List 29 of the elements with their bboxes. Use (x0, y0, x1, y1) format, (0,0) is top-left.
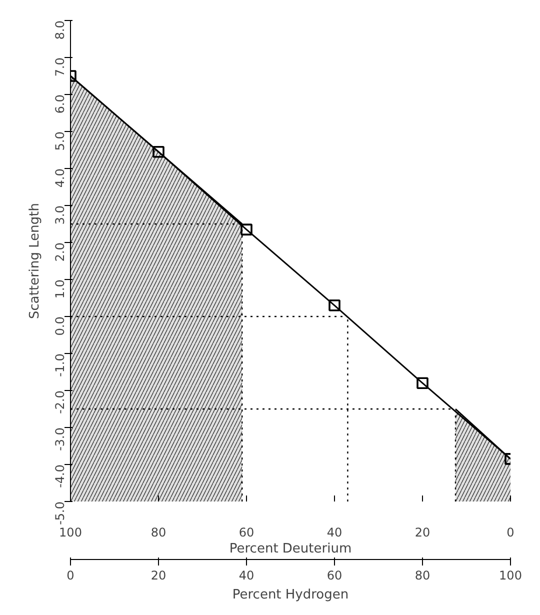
x2-tick-label: 60 (238, 526, 254, 540)
y-tick-label: -3.0 (53, 427, 67, 451)
x-tick-label: 0 (66, 568, 74, 582)
y-tick-label: 4.0 (53, 168, 67, 188)
y-tick-label: 2.0 (53, 242, 67, 262)
x2-tick-label: 40 (326, 526, 342, 540)
y-tick-label: 8.0 (53, 20, 67, 40)
y-tick-label: -4.0 (53, 464, 67, 488)
x2-axis-title: Percent Deuterium (229, 542, 352, 556)
y-tick-label: 5.0 (53, 131, 67, 151)
y-tick-label: -2.0 (53, 390, 67, 414)
y-tick-label: -5.0 (53, 501, 67, 525)
y-tick-label: 6.0 (53, 94, 67, 114)
y-tick-label: 3.0 (53, 205, 67, 225)
x-tick-label: 40 (238, 568, 254, 582)
x2-tick-label: 0 (506, 526, 514, 540)
y-tick-label: 1.0 (53, 279, 67, 299)
y-tick-label: 0.0 (53, 316, 67, 336)
y-tick-label: 7.0 (53, 57, 67, 77)
x2-tick-label: 100 (59, 526, 82, 540)
x2-tick-label: 80 (150, 526, 166, 540)
y-axis-title: Scattering Length (28, 203, 42, 319)
x2-tick-label: 20 (414, 526, 430, 540)
x-axis-title: Percent Hydrogen (232, 588, 349, 602)
x-tick-label: 60 (326, 568, 342, 582)
x-tick-label: 20 (150, 568, 166, 582)
y-tick-label: -1.0 (53, 353, 67, 377)
x-tick-label: 100 (499, 568, 522, 582)
x-tick-label: 80 (414, 568, 430, 582)
